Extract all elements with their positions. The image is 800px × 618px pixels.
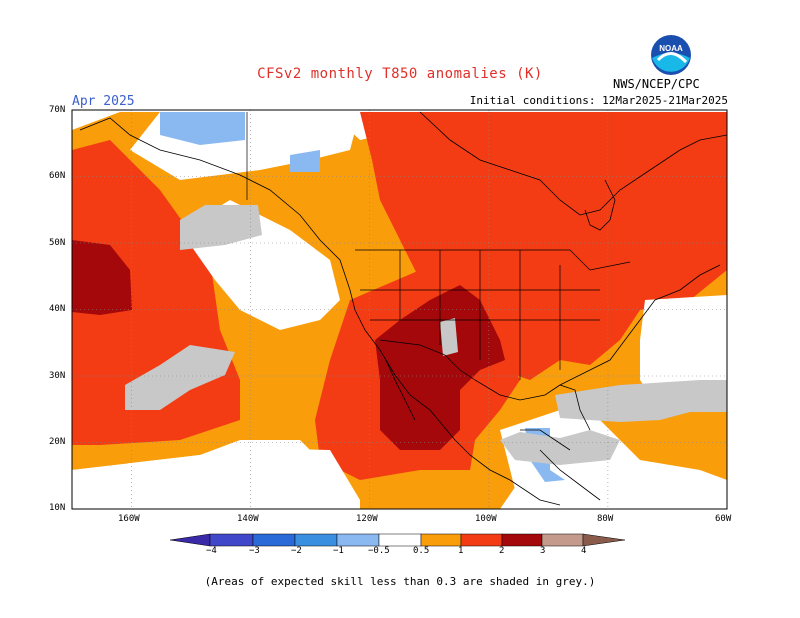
anomaly-region-warm2 (360, 112, 727, 380)
colorbar-arrow-low (170, 533, 211, 547)
anomaly-region-warm3 (375, 285, 505, 450)
colorbar-tick: −4 (206, 546, 217, 556)
noaa-logo-text: NOAA (659, 44, 683, 53)
agency-label: NWS/NCEP/CPC (613, 77, 700, 91)
colorbar-tick: −1 (333, 546, 344, 556)
lat-label: 40N (49, 304, 66, 314)
lon-label: 160W (118, 514, 140, 524)
gridlines (72, 110, 727, 509)
coastlines (79, 111, 727, 506)
colorbar-tick: 1 (458, 546, 464, 556)
anomaly-region-cool1 (290, 150, 320, 172)
lat-label: 70N (49, 105, 66, 115)
colorbar (170, 533, 626, 547)
map-frame (71, 109, 728, 510)
anomaly-region-cool1 (160, 112, 245, 145)
forecast-month: Apr 2025 (72, 94, 135, 109)
colorbar-tick: 3 (540, 546, 546, 556)
lon-label: 80W (597, 514, 614, 524)
colorbar-tick: 4 (581, 546, 587, 556)
noaa-logo-icon: NOAA (651, 35, 691, 75)
chart-title: CFSv2 monthly T850 anomalies (K) (257, 66, 543, 82)
colorbar-bin (460, 533, 503, 547)
lat-label: 50N (49, 238, 66, 248)
lon-label: 120W (356, 514, 378, 524)
colorbar-tick: 2 (499, 546, 505, 556)
map-fill (72, 110, 727, 509)
lat-label: 30N (49, 371, 66, 381)
colorbar-bin (209, 533, 254, 547)
lon-label: 100W (475, 514, 497, 524)
colorbar-tick: −3 (249, 546, 260, 556)
anomaly-region-warm3 (72, 240, 132, 315)
low-skill-region (555, 380, 727, 422)
low-skill-region (500, 430, 620, 465)
low-skill-region (125, 345, 235, 410)
colorbar-arrow-high (582, 533, 626, 547)
colorbar-bin (336, 533, 380, 547)
lon-label: 140W (237, 514, 259, 524)
skill-footnote: (Areas of expected skill less than 0.3 a… (204, 575, 596, 588)
colorbar-bin (252, 533, 296, 547)
lat-label: 10N (49, 503, 66, 513)
colorbar-tick: 0.5 (413, 546, 430, 556)
anomaly-region-neutral (500, 410, 727, 509)
colorbar-bin (420, 533, 462, 547)
low-skill-region (440, 318, 458, 356)
colorbar-bin (541, 533, 584, 547)
colorbar-tick: −2 (291, 546, 302, 556)
political-borders (246, 112, 631, 381)
colorbar-bin (501, 533, 543, 547)
lon-label: 60W (715, 514, 732, 524)
anomaly-region-neutral (72, 448, 360, 509)
initial-conditions: Initial conditions: 12Mar2025-21Mar2025 (469, 94, 728, 107)
lat-label: 60N (49, 171, 66, 181)
low-skill-region (180, 205, 262, 250)
colorbar-tick: −0.5 (368, 546, 390, 556)
colorbar-bin (294, 533, 338, 547)
lat-label: 20N (49, 437, 66, 447)
colorbar-bin (378, 533, 422, 547)
